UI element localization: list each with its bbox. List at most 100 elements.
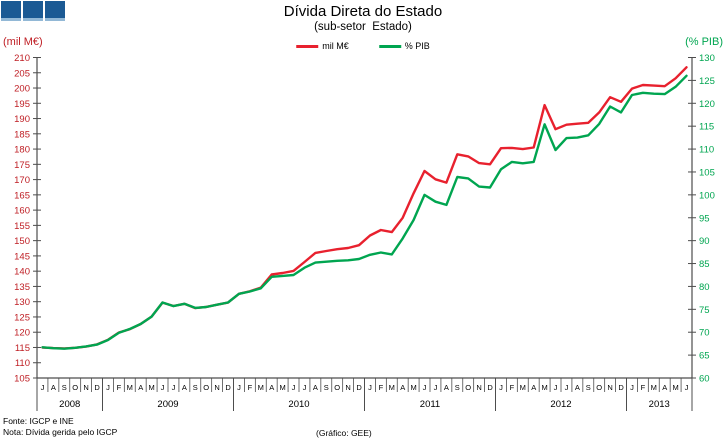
svg-text:N: N [607, 383, 612, 392]
svg-text:M: M [520, 383, 526, 392]
svg-text:115: 115 [699, 122, 714, 133]
svg-text:145: 145 [14, 251, 30, 262]
svg-text:J: J [292, 383, 296, 392]
svg-text:J: J [303, 383, 307, 392]
svg-text:160: 160 [14, 206, 30, 217]
svg-text:105: 105 [14, 374, 30, 385]
svg-text:J: J [630, 383, 634, 392]
svg-text:A: A [531, 383, 536, 392]
svg-text:90: 90 [699, 236, 710, 247]
svg-text:N: N [214, 383, 219, 392]
svg-text:M: M [542, 383, 548, 392]
svg-text:70: 70 [699, 328, 710, 339]
logo-square [23, 1, 43, 21]
svg-text:155: 155 [14, 221, 30, 232]
svg-text:M: M [673, 383, 679, 392]
svg-text:175: 175 [14, 160, 30, 171]
svg-text:D: D [356, 383, 362, 392]
svg-text:100: 100 [699, 190, 715, 201]
svg-text:M: M [149, 383, 155, 392]
svg-text:D: D [225, 383, 231, 392]
svg-text:150: 150 [14, 236, 30, 247]
svg-text:O: O [596, 383, 602, 392]
svg-text:N: N [345, 383, 350, 392]
source-note: Fonte: IGCP e INE [3, 416, 74, 426]
svg-text:85: 85 [699, 259, 710, 270]
svg-text:185: 185 [14, 129, 30, 140]
chart-title: Dívida Direta do Estado [283, 3, 443, 20]
svg-text:O: O [334, 383, 340, 392]
svg-text:J: J [237, 383, 241, 392]
svg-text:190: 190 [14, 114, 30, 125]
svg-text:F: F [379, 383, 384, 392]
svg-text:S: S [455, 383, 460, 392]
svg-text:M: M [127, 383, 133, 392]
svg-text:A: A [138, 383, 143, 392]
svg-text:2013: 2013 [649, 399, 670, 410]
svg-text:J: J [161, 383, 165, 392]
svg-text:D: D [94, 383, 100, 392]
svg-text:210: 210 [14, 53, 30, 64]
svg-text:N: N [83, 383, 88, 392]
svg-text:130: 130 [14, 297, 30, 308]
svg-text:F: F [641, 383, 646, 392]
svg-text:A: A [269, 383, 274, 392]
svg-text:125: 125 [699, 76, 715, 87]
svg-text:M: M [280, 383, 286, 392]
svg-text:M: M [411, 383, 417, 392]
svg-text:A: A [444, 383, 449, 392]
legend-item-pib: % PIB [378, 41, 430, 51]
svg-text:95: 95 [699, 213, 710, 224]
svg-text:200: 200 [14, 84, 30, 95]
svg-text:65: 65 [699, 351, 710, 362]
logo-square [45, 1, 65, 21]
svg-text:80: 80 [699, 282, 710, 293]
svg-text:F: F [248, 383, 253, 392]
svg-text:205: 205 [14, 68, 30, 79]
svg-text:J: J [172, 383, 176, 392]
svg-text:2011: 2011 [420, 399, 440, 410]
svg-text:2012: 2012 [550, 399, 571, 410]
legend-label: mil M€ [322, 41, 349, 51]
svg-text:A: A [400, 383, 405, 392]
legend-item-mil-me: mil M€ [296, 41, 349, 51]
svg-text:S: S [62, 383, 67, 392]
svg-text:J: J [368, 383, 372, 392]
svg-text:J: J [685, 383, 689, 392]
svg-text:F: F [510, 383, 515, 392]
svg-text:130: 130 [699, 53, 715, 64]
svg-text:60: 60 [699, 374, 710, 385]
svg-text:170: 170 [14, 175, 30, 186]
svg-text:2008: 2008 [59, 399, 80, 410]
svg-text:140: 140 [14, 267, 30, 278]
gee-logo [1, 1, 65, 21]
svg-text:D: D [487, 383, 493, 392]
chart-legend: mil M€ % PIB [296, 41, 430, 51]
svg-text:165: 165 [14, 190, 30, 201]
credit-note: (Gráfico: GEE) [316, 428, 372, 438]
svg-text:A: A [182, 383, 187, 392]
left-axis-unit-label: (mil M€) [3, 36, 43, 48]
legend-label: % PIB [404, 41, 430, 51]
svg-text:J: J [554, 383, 558, 392]
svg-text:M: M [389, 383, 395, 392]
svg-text:A: A [313, 383, 318, 392]
svg-text:A: A [575, 383, 580, 392]
svg-text:120: 120 [14, 328, 30, 339]
svg-text:125: 125 [14, 312, 30, 323]
svg-text:S: S [324, 383, 329, 392]
svg-text:S: S [586, 383, 591, 392]
svg-text:M: M [258, 383, 264, 392]
svg-text:110: 110 [15, 358, 30, 369]
chart-subtitle: (sub-setor Estado) [314, 21, 412, 33]
svg-text:A: A [662, 383, 667, 392]
svg-text:195: 195 [14, 99, 30, 110]
legend-swatch [296, 44, 319, 48]
svg-text:J: J [41, 383, 45, 392]
svg-text:O: O [203, 383, 209, 392]
svg-text:O: O [72, 383, 78, 392]
svg-text:105: 105 [699, 167, 715, 178]
svg-text:S: S [193, 383, 198, 392]
